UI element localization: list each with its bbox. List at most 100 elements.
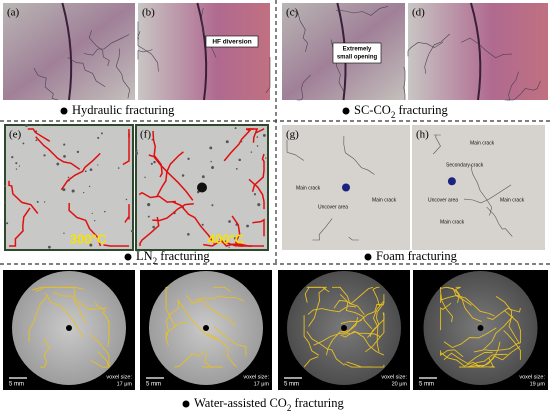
grain — [253, 193, 257, 196]
bullet — [124, 253, 132, 261]
crack — [204, 353, 222, 368]
voxel-label: voxel size: — [519, 374, 545, 380]
caption-text: Foam fracturing — [376, 249, 458, 263]
crack — [308, 286, 327, 327]
crack — [503, 330, 521, 360]
grain — [228, 246, 230, 248]
panel-label: (f) — [140, 129, 151, 141]
panel-label: (e) — [9, 129, 22, 141]
annotation: Uncover area — [428, 197, 458, 203]
caption: Water-assisted CO2 fracturing — [194, 396, 344, 413]
crack — [45, 293, 85, 338]
crack — [443, 351, 493, 365]
grain — [257, 203, 261, 207]
annotation-box — [205, 35, 259, 48]
crack — [35, 286, 67, 293]
crack — [470, 164, 493, 216]
crack — [326, 319, 362, 356]
grain — [77, 238, 79, 240]
caption-subscript: 2 — [287, 403, 292, 413]
crack — [313, 317, 359, 346]
panel-image — [3, 3, 135, 100]
caption-text: LN — [136, 249, 153, 263]
grain — [63, 143, 66, 146]
crack — [443, 327, 497, 349]
crack — [137, 49, 153, 60]
annotation: Main crack — [296, 185, 321, 191]
grain — [235, 167, 238, 170]
grain — [43, 201, 46, 203]
crack — [223, 128, 254, 162]
annotation: Uncover area — [318, 204, 348, 210]
crack — [251, 153, 265, 192]
grain — [147, 203, 151, 207]
grain — [89, 243, 93, 247]
grain — [94, 220, 96, 222]
grain — [4, 201, 7, 204]
borehole — [197, 182, 207, 193]
grain — [43, 154, 46, 157]
crack — [231, 215, 244, 247]
grain — [63, 232, 65, 234]
grain — [100, 132, 103, 135]
crack — [463, 184, 512, 204]
voxel-value: 20 μm — [392, 381, 408, 387]
panel-image — [412, 125, 545, 250]
crack — [333, 286, 374, 309]
panel-label: (d) — [412, 7, 425, 19]
temperature: 300°C — [70, 231, 107, 246]
crack — [213, 286, 232, 293]
crack — [203, 240, 253, 247]
crack — [201, 7, 217, 58]
annotation: Extremely — [343, 47, 372, 53]
panel-label: (g) — [286, 129, 299, 141]
crack — [213, 326, 247, 357]
grain — [104, 210, 106, 213]
grain — [63, 155, 66, 158]
crack — [504, 80, 541, 101]
grain — [134, 151, 138, 155]
grain — [228, 220, 231, 223]
crack — [195, 295, 245, 302]
grain — [225, 140, 229, 144]
grain — [18, 165, 21, 167]
grain — [256, 136, 259, 138]
grain — [47, 245, 51, 249]
crack — [486, 307, 521, 321]
caption: Foam fracturing — [376, 249, 458, 263]
panel-label: (i) — [7, 274, 18, 286]
grain — [71, 189, 75, 193]
crack — [304, 286, 322, 303]
grain — [130, 229, 134, 233]
grain — [153, 160, 156, 164]
annotation: HF diversion — [212, 39, 251, 46]
panel-label: (j) — [144, 274, 155, 286]
crack — [148, 154, 194, 201]
crack — [219, 238, 264, 247]
borehole — [477, 325, 484, 331]
crack — [484, 341, 521, 352]
crack — [95, 301, 110, 332]
caption: LN2 fracturing — [136, 249, 210, 266]
grain — [256, 145, 259, 147]
crack — [344, 363, 372, 368]
crack — [88, 30, 110, 67]
grain — [22, 142, 25, 145]
crack — [503, 309, 521, 342]
grain — [97, 136, 100, 139]
scale-label: 5 mm — [146, 382, 161, 388]
caption-text: fracturing — [395, 103, 448, 117]
panel-label: (k) — [282, 274, 295, 286]
borehole — [342, 183, 350, 192]
crack — [488, 357, 495, 368]
crack — [343, 135, 375, 175]
caption-subscript: 2 — [391, 110, 396, 120]
crack — [97, 351, 110, 368]
crack — [207, 333, 237, 368]
crack — [255, 128, 265, 134]
caption-text: Hydraulic fracturing — [72, 103, 175, 117]
panel-label: (b) — [142, 7, 155, 19]
voxel-value: 19 μm — [530, 381, 546, 387]
grain — [82, 191, 85, 194]
